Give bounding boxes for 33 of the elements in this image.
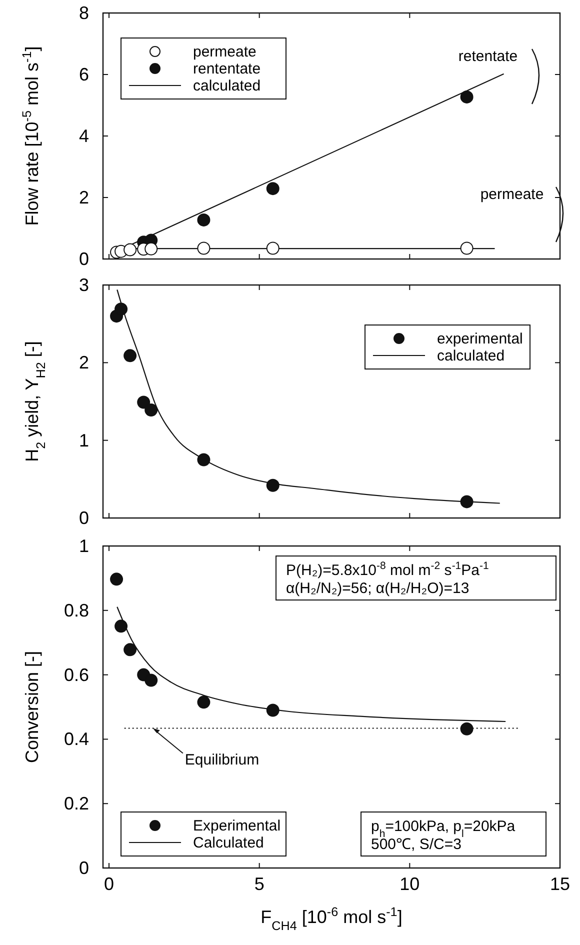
legend-label: experimental bbox=[437, 330, 523, 348]
x-tick-label: 0 bbox=[104, 874, 114, 894]
y-tick-label: 0.8 bbox=[64, 600, 89, 620]
annotation: p$_{h}$=100kPa, p$_{l}$=20kPa 500℃, S/C=3 bbox=[371, 818, 516, 853]
y-tick-label: 8 bbox=[78, 3, 89, 23]
y-tick-label: 0.4 bbox=[64, 729, 89, 750]
annotation: retentate bbox=[458, 48, 518, 65]
y-tick-label: 0 bbox=[78, 508, 89, 528]
x-tick-label: 10 bbox=[400, 874, 420, 894]
legend-label: Experimental bbox=[193, 818, 281, 834]
y-tick-label: 2 bbox=[78, 188, 89, 208]
y-tick-label: 6 bbox=[78, 64, 89, 84]
y-tick-label: 0.2 bbox=[64, 794, 89, 814]
y-tick-label: 4 bbox=[78, 126, 89, 146]
legend-label: permeate bbox=[193, 44, 256, 60]
x-tick-label: 5 bbox=[254, 874, 264, 894]
legend-label: calculated bbox=[437, 348, 505, 364]
y-tick-label: 1 bbox=[78, 536, 89, 556]
y-axis-title: Conversion [-] bbox=[22, 650, 42, 764]
y-tick-label: 3 bbox=[78, 275, 89, 295]
y-tick-label: 0 bbox=[78, 249, 89, 269]
x-tick-label: 15 bbox=[550, 874, 570, 894]
x-axis-title: F$_{CH4}$ [10$^{-6}$ mol s$^{-1}$] bbox=[260, 905, 402, 933]
annotation: permeate bbox=[480, 186, 544, 203]
legend-label: Calculated bbox=[193, 834, 264, 852]
y-tick-label: 0 bbox=[78, 858, 89, 878]
y-tick-label: 2 bbox=[78, 352, 89, 373]
legend-label: calculated bbox=[193, 78, 261, 94]
legend-label: rententate bbox=[193, 60, 261, 78]
annotation: Equilibrium bbox=[184, 751, 260, 768]
text: P(H₂)=5.8x10$^{-8}$ mol m$^{-2}$ s$^{-1}$Pa$^{-1}$ α(H₂/N₂)=56; α(H₂/H₂O)=13 bbox=[286, 560, 489, 597]
y-tick-label: 1 bbox=[78, 430, 89, 450]
y-tick-label: 0.6 bbox=[64, 664, 89, 685]
